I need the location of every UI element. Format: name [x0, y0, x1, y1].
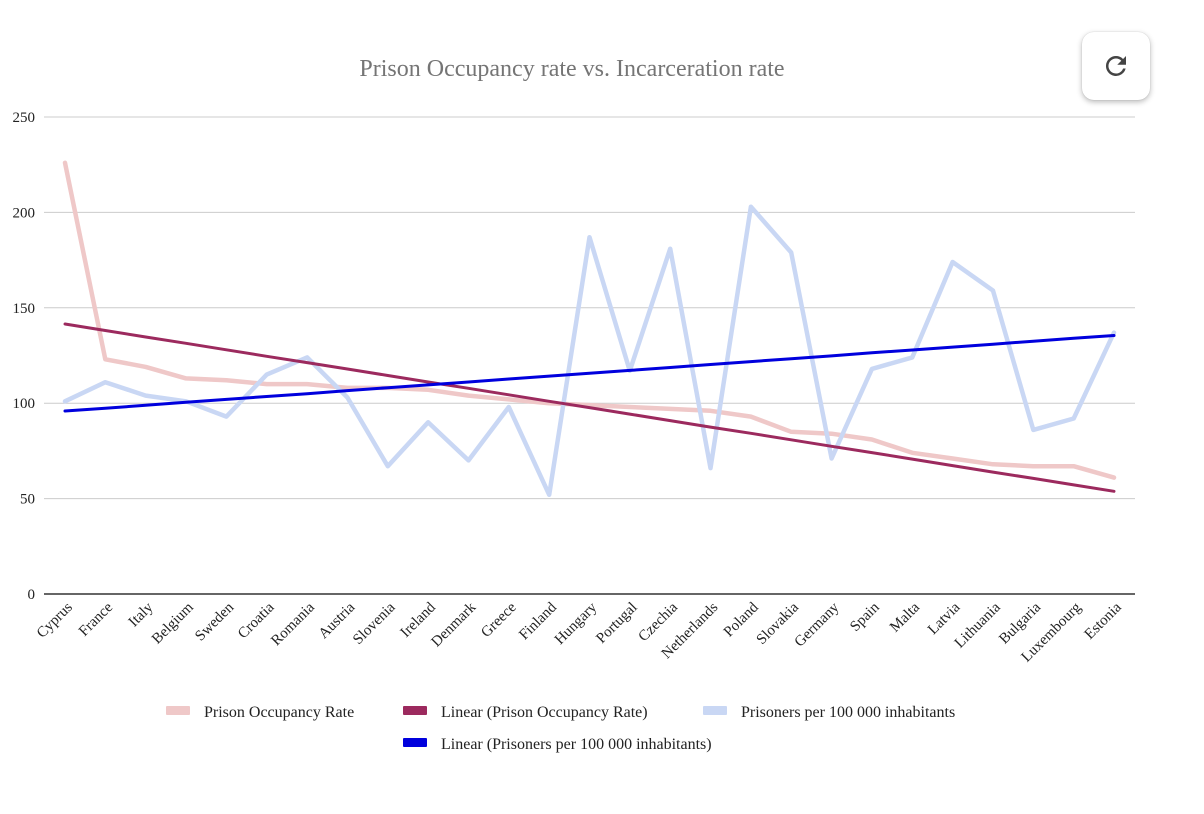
y-tick-label: 100	[13, 396, 36, 412]
x-tick-label-sweden: Sweden	[192, 599, 237, 644]
x-tick-label-belgium: Belgium	[149, 599, 197, 647]
legend-item-prison-occupancy-rate[interactable]: Prison Occupancy Rate	[166, 704, 354, 721]
legend-swatch	[703, 706, 727, 715]
x-tick-label-germany: Germany	[792, 599, 843, 650]
refresh-button[interactable]	[1082, 32, 1150, 100]
y-tick-label: 0	[28, 587, 36, 603]
y-tick-label: 50	[20, 492, 35, 508]
legend-label: Prisoners per 100 000 inhabitants	[741, 704, 955, 721]
series-line-prisoners-per-100-000-inhabitants	[62, 204, 1117, 498]
x-axis-ticks: Cyprus France ItalyBelgiumSwedenCroatiaRom…	[34, 599, 1125, 665]
legend-item-linear-prison-occupancy-rate[interactable]: Linear (Prison Occupancy Rate)	[403, 704, 648, 721]
x-tick-label-denmark: Denmark	[429, 599, 480, 650]
y-tick-label: 250	[13, 110, 36, 126]
x-tick-label-cyprus: Cyprus	[34, 599, 76, 641]
series-lines	[62, 160, 1117, 498]
x-tick-label-latvia: Latvia	[925, 599, 964, 638]
x-tick-label-hungary: Hungary	[552, 599, 601, 648]
x-tick-label-greece: Greece	[478, 599, 520, 641]
legend-swatch	[403, 738, 427, 747]
x-tick-label-spain: Spain	[847, 599, 883, 635]
x-tick-label-estonia: Estonia	[1082, 599, 1125, 642]
legend-label: Prison Occupancy Rate	[204, 704, 354, 721]
series-line-linear-prisoners-per-100-000-inhabitants	[63, 334, 1116, 413]
legend-item-prisoners-per-100-000-inhabitants[interactable]: Prisoners per 100 000 inhabitants	[703, 704, 955, 721]
x-tick-label-malta: Malta	[887, 599, 923, 635]
legend-swatch	[166, 706, 190, 715]
chart-title: Prison Occupancy rate vs. Incarceration …	[359, 56, 784, 82]
refresh-icon	[1105, 55, 1126, 76]
x-tick-label-france: France	[76, 599, 116, 639]
x-tick-label-slovenia: Slovenia	[350, 599, 399, 648]
legend-label: Linear (Prison Occupancy Rate)	[441, 704, 648, 721]
series-line-prison-occupancy-rate	[62, 160, 1117, 480]
legend: Prison Occupancy Rate Linear (Prison Occu…	[166, 704, 955, 753]
legend-item-linear-prisoners-per-100-000-inhabitants[interactable]: Linear (Prisoners per 100 000 inhabitant…	[403, 736, 712, 753]
legend-label: Linear (Prisoners per 100 000 inhabitant…	[441, 736, 712, 753]
series-line-linear-prison-occupancy-rate	[63, 322, 1116, 493]
y-tick-label: 200	[13, 205, 36, 221]
gridlines	[44, 116, 1135, 595]
y-axis-ticks: 0 50 100 150 200 250	[13, 110, 36, 603]
x-tick-label-italy: Italy	[126, 599, 157, 630]
x-tick-label-romania: Romania	[268, 599, 318, 649]
x-tick-label-portugal: Portugal	[593, 600, 640, 647]
legend-swatch	[403, 706, 427, 715]
y-tick-label: 150	[13, 301, 36, 317]
